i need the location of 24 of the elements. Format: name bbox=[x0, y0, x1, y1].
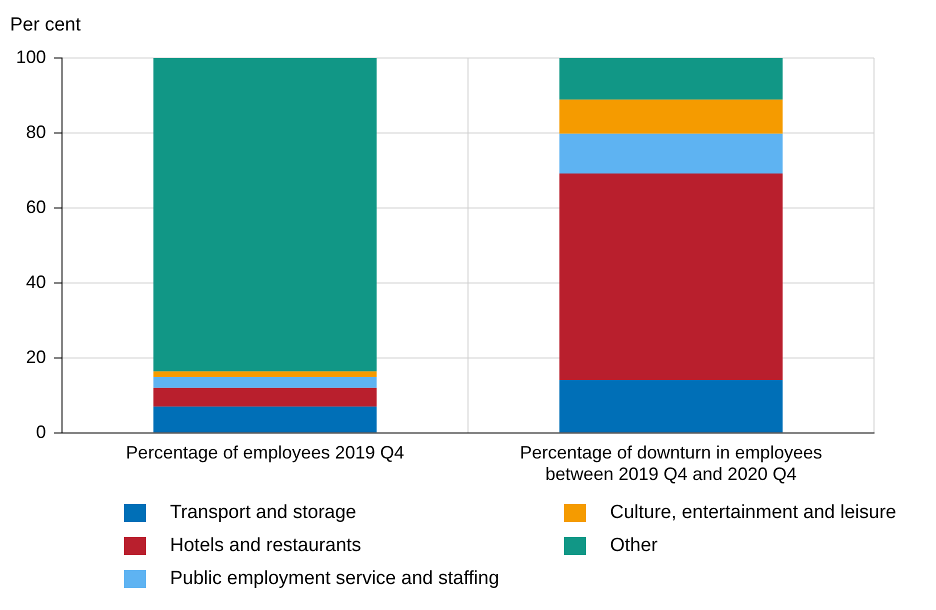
bar bbox=[153, 371, 377, 377]
bar bbox=[153, 58, 377, 372]
legend-label: Transport and storage bbox=[170, 502, 356, 524]
bar bbox=[559, 100, 783, 134]
y-tick-label: 100 bbox=[16, 46, 46, 67]
bar bbox=[153, 406, 377, 432]
y-axis-title: Per cent bbox=[10, 14, 82, 36]
y-tick-label: 80 bbox=[26, 122, 46, 142]
bar bbox=[153, 376, 377, 388]
legend-label: Public employment service and staffing bbox=[170, 568, 500, 590]
bar bbox=[559, 380, 783, 432]
y-tick-label: 0 bbox=[36, 422, 46, 442]
legend-label: Hotels and restaurants bbox=[170, 534, 362, 556]
y-tick-label: 60 bbox=[26, 196, 46, 217]
legend-label: Other bbox=[610, 534, 658, 556]
x-tick-label: Percentage of downturn in employees between 2019 Q4 and 2020 Q4 bbox=[520, 442, 822, 484]
bar bbox=[153, 388, 377, 407]
bar bbox=[559, 134, 783, 174]
y-tick-label: 20 bbox=[26, 346, 46, 367]
legend-label: Culture, entertainment and leisure bbox=[610, 502, 896, 524]
bar bbox=[559, 173, 783, 380]
x-tick-label: Percentage of employees 2019 Q4 bbox=[126, 442, 404, 463]
y-tick-label: 40 bbox=[26, 272, 46, 292]
bar bbox=[559, 58, 783, 100]
